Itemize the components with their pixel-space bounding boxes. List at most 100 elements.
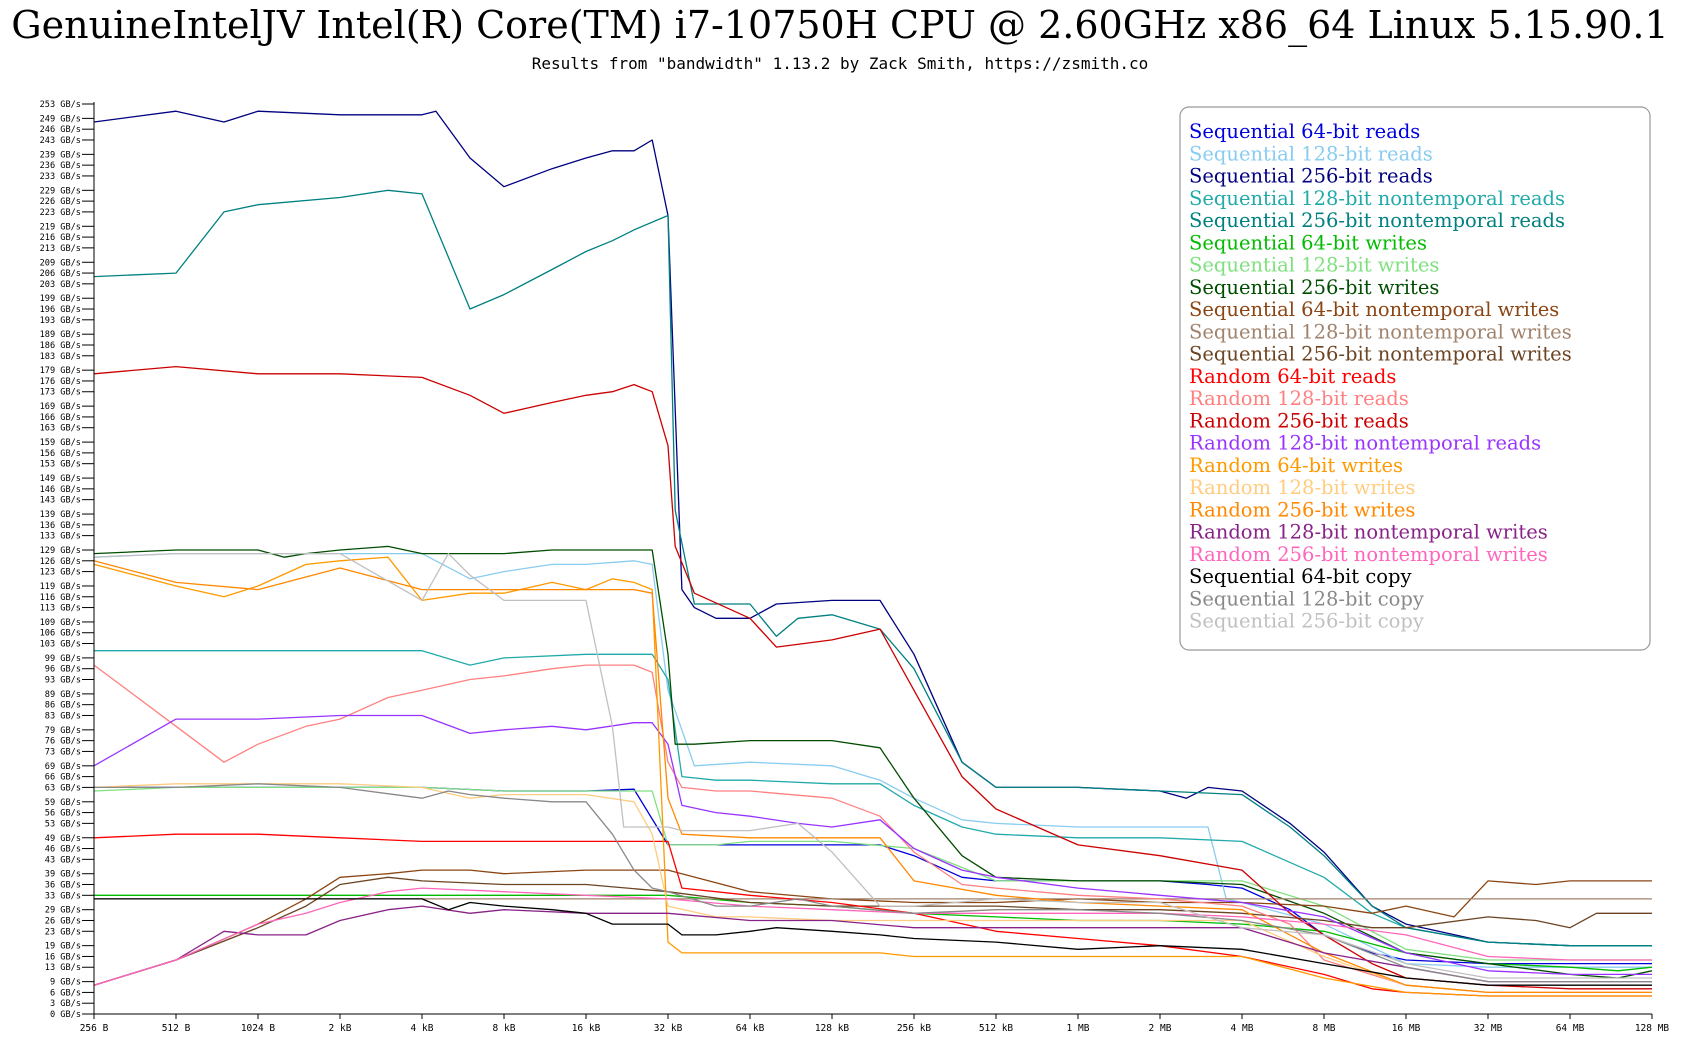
series-line-16 [93, 556, 1652, 997]
y-tick-label: 106 GB/s [40, 629, 81, 639]
y-tick-label: 156 GB/s [40, 449, 81, 459]
y-tick-label: 136 GB/s [40, 521, 81, 531]
y-tick-label: 116 GB/s [40, 593, 81, 603]
y-tick-label: 39 GB/s [45, 870, 81, 880]
y-tick-label: 196 GB/s [40, 305, 81, 315]
y-tick-label: 226 GB/s [40, 197, 81, 207]
legend-entry: Sequential 64-bit nontemporal writes [1189, 298, 1559, 321]
y-tick-label: 13 GB/s [45, 963, 81, 973]
y-tick-label: 43 GB/s [45, 855, 81, 865]
y-tick-label: 243 GB/s [40, 136, 81, 146]
y-tick-label: 93 GB/s [45, 675, 81, 685]
legend-entry: Sequential 256-bit reads [1189, 165, 1433, 188]
y-tick-label: 96 GB/s [45, 665, 81, 675]
y-tick-label: 89 GB/s [45, 690, 81, 700]
legend-entry: Sequential 128-bit writes [1189, 254, 1439, 277]
y-tick-label: 189 GB/s [40, 330, 81, 340]
y-tick-label: 133 GB/s [40, 532, 81, 542]
legend-entry: Random 128-bit reads [1189, 387, 1409, 410]
x-tick-label: 64 kB [736, 1023, 765, 1034]
series-line-22 [94, 783, 1652, 983]
y-tick-label: 176 GB/s [40, 377, 81, 387]
y-tick-label: 206 GB/s [40, 269, 81, 279]
legend-entry: Sequential 64-bit writes [1189, 231, 1427, 254]
x-tick-label: 64 MB [1556, 1023, 1585, 1034]
y-tick-label: 209 GB/s [40, 258, 81, 268]
x-tick-label: 16 kB [572, 1023, 601, 1034]
legend-entry: Sequential 128-bit reads [1189, 142, 1433, 165]
x-tick-label: 8 kB [493, 1023, 516, 1034]
y-tick-label: 239 GB/s [40, 150, 81, 160]
legend-entry: Sequential 256-bit nontemporal reads [1189, 209, 1565, 232]
y-tick-label: 69 GB/s [45, 762, 81, 772]
y-tick-label: 29 GB/s [45, 906, 81, 916]
y-tick-label: 83 GB/s [45, 711, 81, 721]
y-tick-label: 179 GB/s [40, 366, 81, 376]
legend-entry: Random 64-bit reads [1189, 365, 1396, 388]
y-tick-label: 166 GB/s [40, 413, 81, 423]
y-tick-label: 146 GB/s [40, 485, 81, 495]
legend-entry: Sequential 64-bit copy [1189, 565, 1412, 588]
x-tick-label: 1 MB [1067, 1023, 1090, 1034]
x-tick-label: 4 MB [1231, 1023, 1254, 1034]
legend-entry: Random 256-bit nontemporal writes [1189, 543, 1548, 566]
y-tick-label: 143 GB/s [40, 496, 81, 506]
x-tick-label: 2 MB [1149, 1023, 1172, 1034]
chart-subtitle: Results from "bandwidth" 1.13.2 by Zack … [532, 54, 1149, 73]
x-tick-label: 16 MB [1392, 1023, 1421, 1034]
y-tick-label: 183 GB/s [40, 352, 81, 362]
y-tick-label: 113 GB/s [40, 604, 81, 614]
series-line-5 [93, 189, 1652, 947]
y-tick-label: 86 GB/s [45, 701, 81, 711]
series-line-14 [93, 365, 1652, 990]
y-tick-label: 229 GB/s [40, 186, 81, 196]
x-tick-label: 128 kB [815, 1023, 850, 1034]
y-tick-label: 56 GB/s [45, 809, 81, 819]
y-tick-label: 173 GB/s [40, 388, 81, 398]
y-tick-label: 216 GB/s [40, 233, 81, 243]
series-line-2 [93, 552, 1652, 968]
y-tick-label: 33 GB/s [45, 891, 81, 901]
y-tick-label: 246 GB/s [40, 125, 81, 135]
y-tick-label: 53 GB/s [45, 819, 81, 829]
y-tick-label: 139 GB/s [40, 510, 81, 520]
y-tick-label: 149 GB/s [40, 474, 81, 484]
y-tick-label: 103 GB/s [40, 640, 81, 650]
series-line-12 [93, 833, 1652, 997]
legend-entry: Random 64-bit writes [1189, 454, 1403, 477]
y-tick-label: 129 GB/s [40, 546, 81, 556]
y-tick-label: 63 GB/s [45, 783, 81, 793]
y-tick-label: 159 GB/s [40, 438, 81, 448]
y-tick-label: 223 GB/s [40, 208, 81, 218]
y-tick-label: 233 GB/s [40, 172, 81, 182]
x-tick-label: 512 kB [979, 1023, 1014, 1034]
series-line-15 [93, 714, 1652, 976]
y-tick-label: 66 GB/s [45, 773, 81, 783]
y-tick-label: 19 GB/s [45, 942, 81, 952]
y-tick-label: 126 GB/s [40, 557, 81, 567]
series-line-7 [93, 786, 1652, 961]
y-tick-label: 59 GB/s [45, 798, 81, 808]
legend-entry: Random 128-bit writes [1189, 476, 1415, 499]
series-layer [93, 110, 1653, 997]
x-tick-label: 256 kB [897, 1023, 932, 1034]
y-tick-label: 3 GB/s [50, 999, 81, 1009]
y-tick-label: 123 GB/s [40, 568, 81, 578]
legend-entry: Random 256-bit writes [1189, 498, 1415, 521]
legend-box [1179, 106, 1651, 651]
y-tick-label: 253 GB/s [40, 100, 81, 110]
x-tick-label: 256 B [80, 1023, 109, 1034]
x-tick-label: 32 kB [654, 1023, 683, 1034]
y-tick-label: 36 GB/s [45, 881, 81, 891]
series-line-17 [93, 783, 1652, 994]
y-tick-label: 213 GB/s [40, 244, 81, 254]
y-tick-label: 73 GB/s [45, 747, 81, 757]
y-tick-label: 79 GB/s [45, 726, 81, 736]
y-tick-label: 203 GB/s [40, 280, 81, 290]
x-tick-label: 32 MB [1474, 1023, 1503, 1034]
y-tick-label: 199 GB/s [40, 294, 81, 304]
legend-entry: Sequential 256-bit writes [1189, 276, 1439, 299]
legend-entry: Random 128-bit nontemporal reads [1189, 432, 1541, 455]
